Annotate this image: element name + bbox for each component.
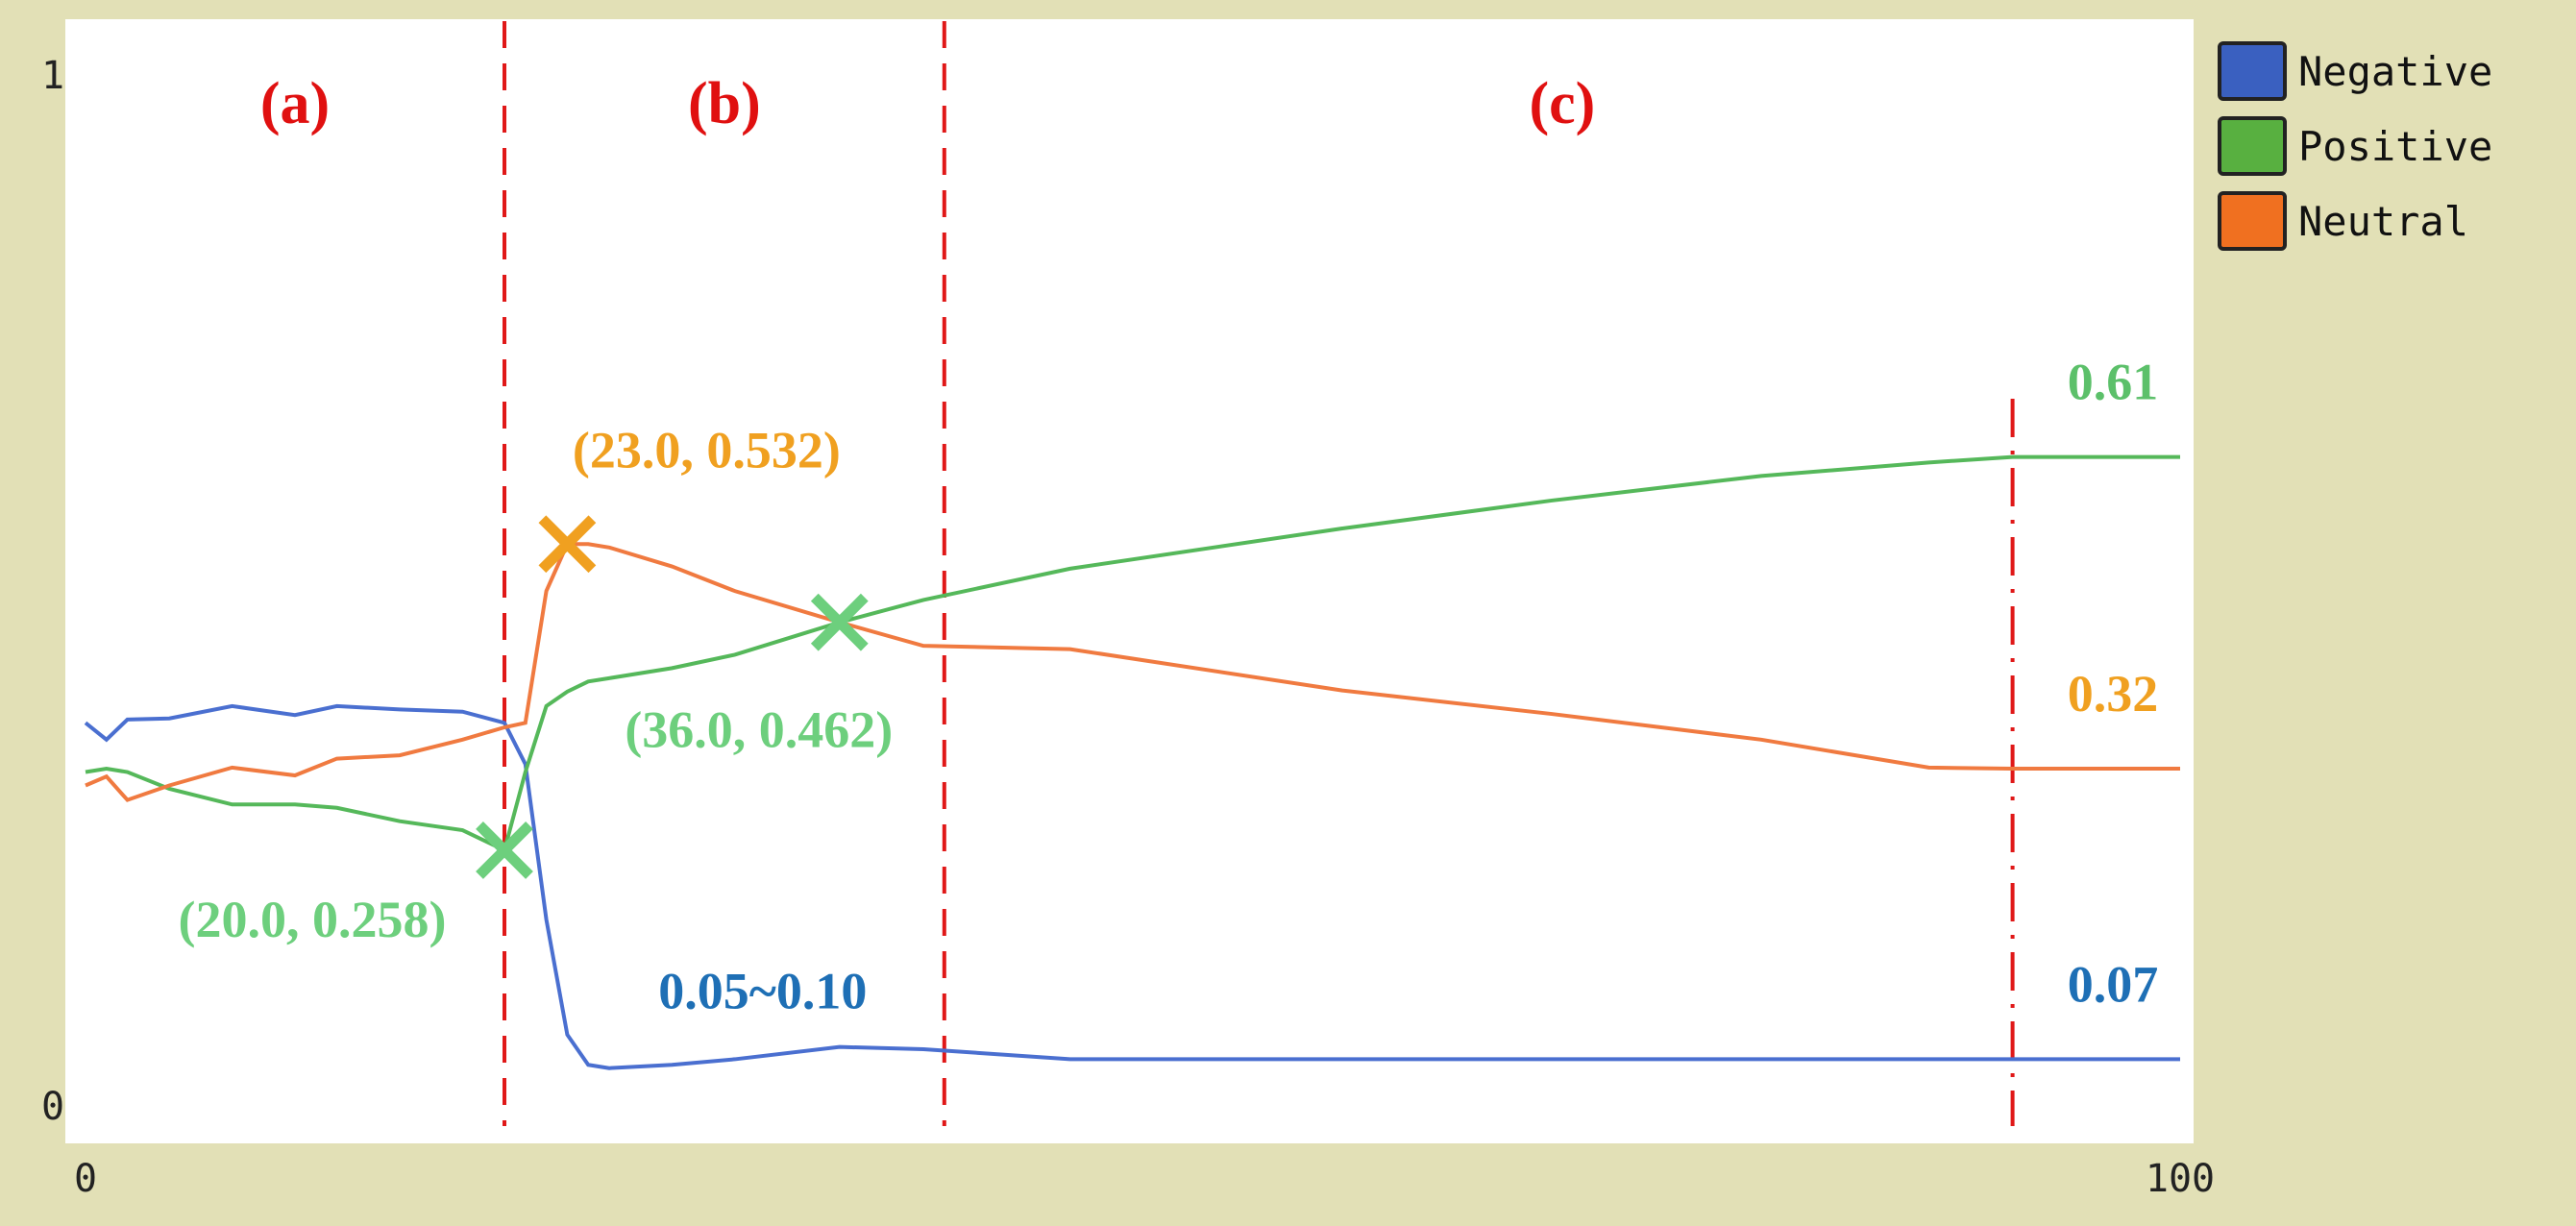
series-line — [85, 454, 2180, 853]
region-label: (c) — [1529, 71, 1595, 136]
region-label: (a) — [260, 71, 330, 136]
end-label: 0.32 — [2068, 665, 2159, 723]
point-label: (23.0, 0.532) — [573, 421, 841, 478]
y-tick-label: 0 — [41, 1085, 64, 1129]
x-tick-label: 0 — [74, 1157, 97, 1201]
legend-swatch — [2218, 116, 2287, 176]
series-line — [84, 703, 2180, 1070]
legend-swatch — [2218, 41, 2287, 101]
series-line — [85, 542, 2180, 802]
legend-label: Neutral — [2298, 198, 2468, 245]
plot-area — [65, 19, 2194, 1143]
point-label: (20.0, 0.258) — [179, 891, 447, 948]
y-tick-label: 1 — [41, 54, 64, 98]
legend-label: Positive — [2298, 123, 2492, 170]
point-marker — [810, 593, 869, 651]
x-tick-label: 100 — [2146, 1157, 2215, 1201]
end-label: 0.61 — [2068, 354, 2159, 411]
region-label: (b) — [688, 71, 761, 136]
point-marker — [538, 515, 597, 574]
range-label: 0.05~0.10 — [658, 963, 867, 1020]
legend-label: Negative — [2298, 48, 2492, 95]
point-label: (36.0, 0.462) — [625, 701, 893, 759]
legend-swatch — [2218, 191, 2287, 251]
point-marker — [476, 821, 533, 879]
end-label: 0.07 — [2068, 955, 2159, 1013]
